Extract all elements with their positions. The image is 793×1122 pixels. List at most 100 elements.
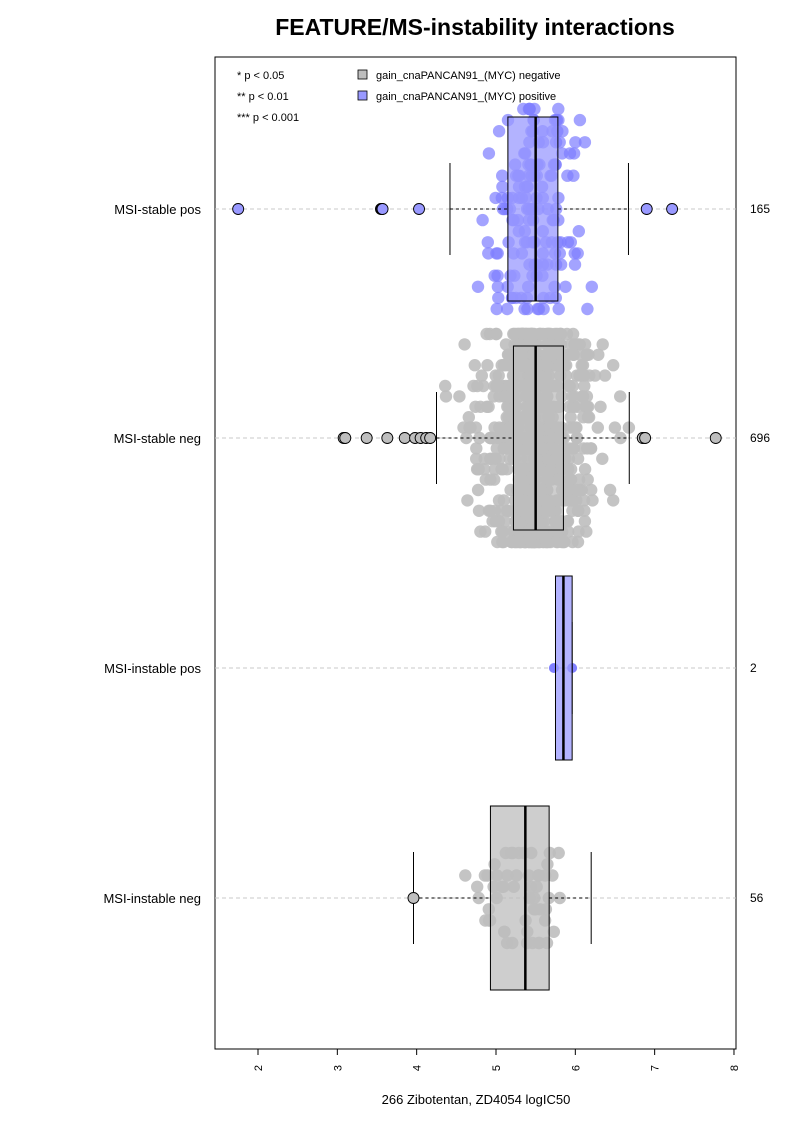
- swarm-point: [547, 925, 560, 938]
- swarm-point: [482, 504, 496, 517]
- swarm-point: [491, 269, 504, 282]
- outlier-point-0-0: [232, 203, 245, 215]
- legend-swatch-1: [357, 90, 368, 101]
- swarm-point: [503, 452, 516, 465]
- swarm-point: [475, 369, 488, 382]
- category-label-3: MSI-instable neg: [103, 891, 201, 906]
- swarm-point: [484, 431, 497, 445]
- swarm-point: [594, 400, 607, 413]
- swarm-point: [503, 379, 516, 393]
- swarm-point: [559, 280, 572, 293]
- swarm-point: [480, 327, 493, 341]
- swarm-point: [458, 338, 471, 351]
- swarm-point: [471, 379, 484, 393]
- outlier-point-0-4: [413, 203, 425, 215]
- box-layer: [412, 116, 630, 991]
- swarm-point: [496, 169, 509, 182]
- swarm-point: [581, 302, 594, 316]
- swarm-point: [453, 390, 466, 403]
- swarm-point: [479, 473, 492, 486]
- outlier-point-1-3: [381, 432, 394, 444]
- outlier-point-1-4: [398, 432, 411, 444]
- swarm-point: [481, 236, 494, 249]
- legend-swatch-0: [357, 69, 368, 80]
- swarm-point: [496, 525, 509, 538]
- category-labels: MSI-stable pos 165 MSI-stable neg 696 MSI-in…: [103, 202, 770, 906]
- swarm-point: [603, 483, 617, 497]
- category-label-0: MSI-stable pos: [114, 202, 201, 217]
- legend-label-1: gain_cnaPANCAN91_(MYC) positive: [376, 91, 556, 103]
- x-axis-title: 266 Zibotentan, ZD4054 logIC50: [382, 1092, 571, 1107]
- significance-legend-0: * p < 0.05: [237, 70, 284, 82]
- swarm-point: [540, 535, 553, 549]
- swarm-point: [552, 302, 565, 316]
- category-label-1: MSI-stable neg: [114, 431, 201, 446]
- swarm-point: [496, 180, 509, 193]
- x-tick-label-0: 2: [253, 1065, 265, 1071]
- swarm-point: [563, 147, 577, 160]
- swarm-point: [571, 247, 584, 260]
- swarm-point: [491, 280, 505, 293]
- swarm-point: [564, 463, 578, 476]
- swarm-point: [568, 390, 581, 403]
- legend-label-0: gain_cnaPANCAN91_(MYC) negative: [376, 70, 560, 82]
- swarm-point: [499, 338, 513, 351]
- swarm-point: [492, 125, 506, 138]
- swarm-point: [489, 452, 502, 465]
- swarm-point: [569, 136, 582, 149]
- swarm-point: [501, 348, 515, 361]
- swarm-point: [552, 102, 565, 116]
- x-tick-label-5: 7: [650, 1065, 662, 1071]
- swarm-point: [585, 483, 598, 497]
- swarm-point: [439, 390, 453, 403]
- swarm-point: [580, 400, 594, 413]
- swarm-point: [439, 379, 452, 393]
- count-label-3: 56: [750, 891, 764, 905]
- swarm-point: [581, 411, 595, 424]
- box-1: [512, 345, 564, 531]
- x-tick-label-3: 5: [491, 1065, 503, 1071]
- swarm-point: [561, 379, 575, 393]
- swarm-point: [571, 452, 585, 465]
- swarm-point: [471, 483, 485, 497]
- swarm-point: [568, 338, 581, 351]
- swarm-point: [471, 280, 485, 293]
- outlier-point-1-2: [360, 432, 373, 444]
- swarm-point: [573, 113, 587, 127]
- swarm-point: [521, 302, 534, 316]
- outlier-point-0-6: [666, 203, 679, 215]
- swarm-point: [491, 535, 504, 549]
- swarm-point: [564, 236, 577, 249]
- chart-title: FEATURE/MS-instability interactions: [275, 14, 675, 40]
- swarm-point: [569, 421, 582, 434]
- swarm-point: [474, 525, 487, 538]
- swarm-point: [581, 473, 594, 486]
- x-tick-label-4: 6: [570, 1065, 582, 1071]
- swarm-point: [568, 258, 582, 271]
- swarm-point: [501, 302, 514, 316]
- swarm-point: [573, 369, 586, 382]
- swarm-point: [571, 504, 585, 517]
- box-0: [507, 116, 559, 302]
- swarm-point: [462, 411, 475, 424]
- swarm-point: [592, 348, 605, 361]
- swarm-point: [524, 327, 537, 341]
- swarm-point: [571, 400, 584, 413]
- swarm-point: [482, 147, 496, 160]
- swarm-point: [508, 327, 521, 341]
- swarm-point: [486, 515, 499, 528]
- swarm-point: [482, 400, 495, 413]
- significance-legend-1: ** p < 0.01: [237, 91, 289, 103]
- swarm-point: [578, 136, 592, 149]
- swarm-point: [501, 359, 514, 372]
- swarm-point: [488, 463, 502, 476]
- swarm-point: [472, 891, 485, 905]
- swarm-point: [563, 473, 577, 486]
- swarm-point: [460, 431, 473, 445]
- swarm-point: [461, 494, 474, 507]
- swarm-point: [509, 535, 522, 549]
- swarm-point: [553, 891, 566, 905]
- swarm-point: [585, 280, 598, 293]
- swarm-point: [588, 369, 602, 382]
